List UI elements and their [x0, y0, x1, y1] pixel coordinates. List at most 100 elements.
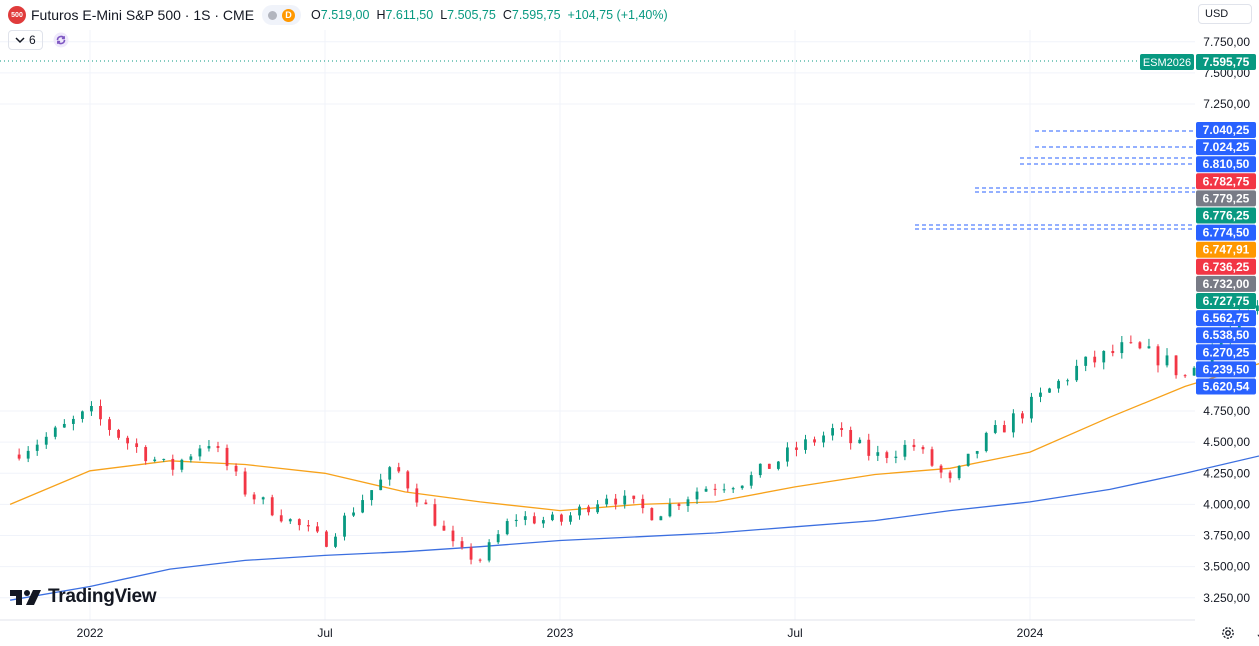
candle-56	[523, 511, 527, 526]
candle-65	[605, 494, 609, 507]
last-price-tag: 7.595,75	[1196, 54, 1256, 70]
price-label-text-8: 6.736,25	[1203, 260, 1250, 274]
x-tick-label-2: 2023	[547, 626, 574, 640]
price-axis[interactable]: 7.750,007.500,007.250,004.750,004.500,00…	[1203, 35, 1250, 605]
candle-45	[424, 499, 428, 505]
candle-95	[876, 445, 880, 462]
horizontal-levels	[0, 60, 1195, 230]
candle-32	[306, 519, 310, 532]
candle-50	[469, 543, 473, 565]
candle-94	[867, 433, 871, 461]
candle-15	[153, 456, 157, 463]
price-label-14: 6.239,50	[1196, 361, 1256, 378]
candle-63	[587, 504, 590, 516]
candle-100	[921, 445, 925, 454]
price-label-7: 6.747,91	[1196, 241, 1256, 258]
indicators-toggle-button[interactable]: 6	[8, 30, 43, 50]
candle-67	[623, 490, 627, 509]
candle-29	[279, 509, 283, 523]
price-label-text-7: 6.747,91	[1203, 243, 1250, 257]
candle-77	[713, 483, 717, 496]
candle-109	[1002, 420, 1006, 433]
moving-average-fast	[9, 363, 1259, 512]
candle-126	[1156, 344, 1160, 373]
candle-30	[288, 518, 292, 524]
candle-97	[894, 450, 898, 464]
price-label-8: 6.736,25	[1196, 258, 1256, 275]
candle-108	[993, 420, 997, 435]
currency-select[interactable]: USD	[1198, 4, 1252, 24]
indicators-count: 6	[29, 33, 36, 47]
price-label-3: 6.782,75	[1196, 173, 1256, 190]
x-tick-label-4: 2024	[1017, 626, 1044, 640]
ohlc-high: H7.611,50	[376, 8, 434, 22]
chart-grid	[0, 30, 1195, 620]
price-label-text-2: 6.810,50	[1203, 157, 1250, 171]
candle-43	[406, 470, 410, 492]
price-label-9: 6.732,00	[1196, 275, 1256, 292]
price-label-text-4: 6.779,25	[1203, 191, 1250, 205]
candle-44	[415, 483, 419, 507]
candle-8	[90, 401, 93, 416]
refresh-icon[interactable]	[53, 32, 69, 48]
y-tick-label-8: 3.500,00	[1203, 560, 1250, 574]
candle-118	[1084, 356, 1088, 372]
candle-60	[560, 513, 563, 526]
candle-99	[912, 439, 916, 451]
moving-averages	[9, 363, 1259, 601]
candle-105	[966, 453, 970, 467]
candle-35	[334, 533, 337, 549]
candle-106	[975, 450, 979, 459]
price-change: +104,75 (+1,40%)	[567, 8, 668, 22]
price-label-2: 6.810,50	[1196, 156, 1256, 173]
candle-40	[379, 473, 383, 491]
last-price-value: 7.595,75	[1203, 55, 1250, 69]
delayed-badge: D	[282, 8, 296, 22]
candle-103	[948, 470, 952, 483]
price-label-0: 7.040,25	[1196, 122, 1256, 138]
candle-81	[749, 471, 753, 489]
candle-74	[686, 496, 690, 512]
candle-83	[767, 463, 771, 469]
price-label-13: 6.270,25	[1196, 344, 1256, 361]
candle-112	[1030, 392, 1033, 423]
candle-111	[1021, 410, 1024, 424]
y-tick-label-9: 3.250,00	[1203, 591, 1250, 605]
market-status-icon	[268, 10, 278, 20]
candle-93	[858, 437, 862, 444]
gear-icon[interactable]	[1220, 625, 1236, 641]
candle-34	[325, 530, 328, 548]
time-axis[interactable]: 2022Jul2023Jul2024Jul2025Jul2026Jul	[77, 626, 1259, 640]
price-label-text-1: 7.024,25	[1203, 140, 1250, 154]
candle-84	[776, 460, 780, 471]
ohlc-open: O7.519,00	[311, 8, 370, 22]
candle-82	[758, 463, 762, 478]
candle-27	[261, 496, 265, 505]
candle-53	[496, 530, 500, 545]
candle-19	[189, 454, 193, 463]
y-tick-label-2: 7.250,00	[1203, 97, 1250, 111]
symbol-logo-icon: 500	[8, 6, 26, 24]
candle-62	[578, 504, 581, 520]
candle-49	[460, 536, 464, 550]
chevron-down-icon	[15, 37, 25, 44]
candle-13	[135, 438, 139, 453]
candle-119	[1093, 350, 1097, 368]
tradingview-logo-icon	[10, 590, 41, 605]
tradingview-brand[interactable]: TradingView	[10, 586, 157, 608]
candle-3	[44, 432, 48, 449]
symbol-title[interactable]: Futuros E-Mini S&P 500 · 1S · CME	[31, 7, 255, 23]
candle-129	[1183, 374, 1187, 378]
candle-64	[596, 500, 599, 514]
price-label-text-5: 6.776,25	[1203, 209, 1250, 223]
candle-86	[795, 441, 798, 457]
status-pill[interactable]: D	[262, 5, 302, 25]
candle-124	[1138, 341, 1142, 350]
candle-114	[1048, 387, 1051, 393]
candle-23	[225, 444, 229, 471]
y-tick-label-6: 4.000,00	[1203, 497, 1250, 511]
price-label-12: 6.538,50	[1196, 327, 1256, 344]
candle-89	[822, 431, 825, 448]
candle-71	[659, 515, 663, 521]
